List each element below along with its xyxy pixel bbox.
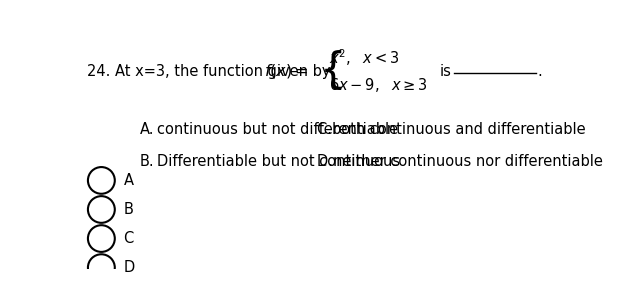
Text: C: C: [123, 231, 134, 246]
Text: A.: A.: [140, 122, 154, 137]
Text: continuous but not differentiable: continuous but not differentiable: [157, 122, 397, 137]
Text: A: A: [123, 173, 134, 188]
Text: B: B: [123, 202, 133, 217]
Text: {: {: [319, 50, 346, 92]
Text: $x^2$$,\ \ x<3$: $x^2$$,\ \ x<3$: [329, 47, 400, 68]
Text: D.neither continuous nor differentiable: D.neither continuous nor differentiable: [318, 154, 603, 169]
Text: C.both continuous and differentiable: C.both continuous and differentiable: [318, 122, 586, 137]
Text: $6x-9,\ \ x\geq3$: $6x-9,\ \ x\geq3$: [329, 76, 428, 94]
Text: B.: B.: [140, 154, 154, 169]
Text: $\mathit{f}(x)=$: $\mathit{f}(x)=$: [264, 62, 309, 80]
Text: 24. At x=3, the function given by: 24. At x=3, the function given by: [87, 64, 331, 79]
Text: Differentiable but not continuous: Differentiable but not continuous: [157, 154, 400, 169]
Text: D: D: [123, 260, 135, 275]
Text: is: is: [439, 64, 451, 79]
Text: .: .: [537, 64, 542, 79]
